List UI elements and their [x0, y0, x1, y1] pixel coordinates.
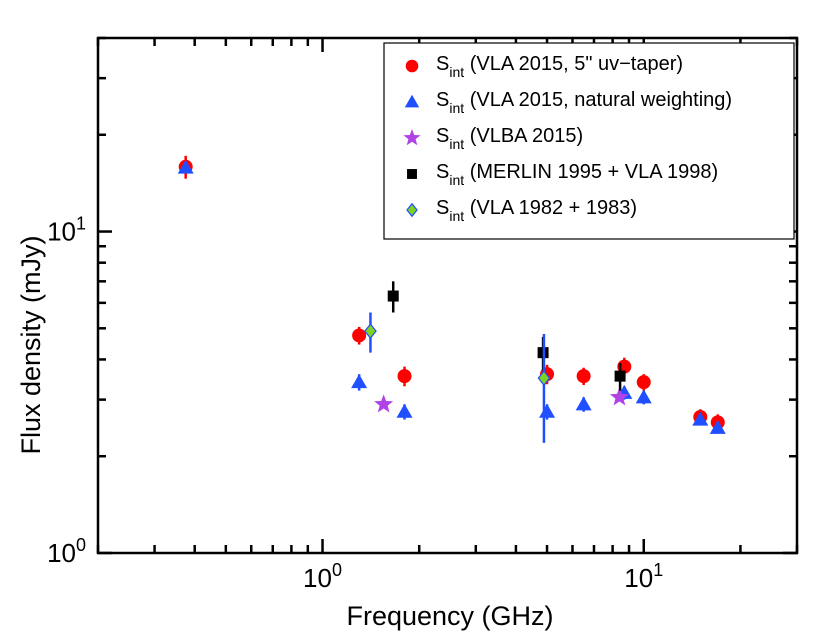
data-point	[609, 387, 629, 406]
data-point	[614, 370, 626, 382]
data-point	[374, 394, 394, 413]
series-diamond	[364, 312, 551, 443]
data-point	[352, 328, 367, 343]
plot-frame	[96, 36, 799, 555]
data-point	[575, 396, 592, 411]
x-axis-title: Frequency (GHz)	[346, 601, 553, 631]
legend-label: Sint (VLA 2015, natural weighting)	[436, 89, 732, 116]
legend-marker-diamond	[406, 202, 418, 218]
data-point	[539, 403, 556, 418]
data-point	[351, 374, 368, 389]
legend-marker-triangle	[404, 94, 420, 108]
legend-marker-star	[403, 129, 421, 146]
y-tick-label: 100	[47, 535, 86, 568]
x-tick-label: 100	[303, 560, 342, 593]
legend: Sint (VLA 2015, 5" uv−taper) Sint (VLA 20…	[383, 42, 795, 240]
legend-marker-square	[407, 169, 417, 179]
data-point	[635, 389, 652, 404]
y-tick-labels: 100 101	[47, 214, 86, 568]
data-markers	[177, 155, 726, 443]
data-point	[576, 369, 591, 384]
legend-label: Sint (VLBA 2015)	[436, 125, 583, 152]
data-point	[397, 369, 412, 384]
data-point	[364, 323, 377, 340]
data-point	[692, 411, 709, 426]
y-tick-label: 101	[47, 214, 86, 247]
legend-marker-circle	[405, 59, 419, 73]
data-point	[396, 403, 413, 418]
y-axis-title: Flux density (mJy)	[16, 235, 46, 454]
legend-label: Sint (VLA 1982 + 1983)	[436, 197, 637, 224]
data-point	[537, 370, 551, 387]
legend-label: Sint (MERLIN 1995 + VLA 1998)	[436, 161, 718, 188]
legend-box	[383, 42, 795, 240]
data-point	[387, 290, 399, 302]
data-point	[177, 159, 194, 174]
legend-label: Sint (VLA 2015, 5" uv−taper)	[436, 53, 683, 80]
data-point	[636, 375, 651, 390]
x-tick-label: 101	[624, 560, 663, 593]
series-star	[374, 387, 629, 413]
data-point	[709, 419, 726, 434]
x-tick-labels: 100 101	[303, 560, 663, 593]
